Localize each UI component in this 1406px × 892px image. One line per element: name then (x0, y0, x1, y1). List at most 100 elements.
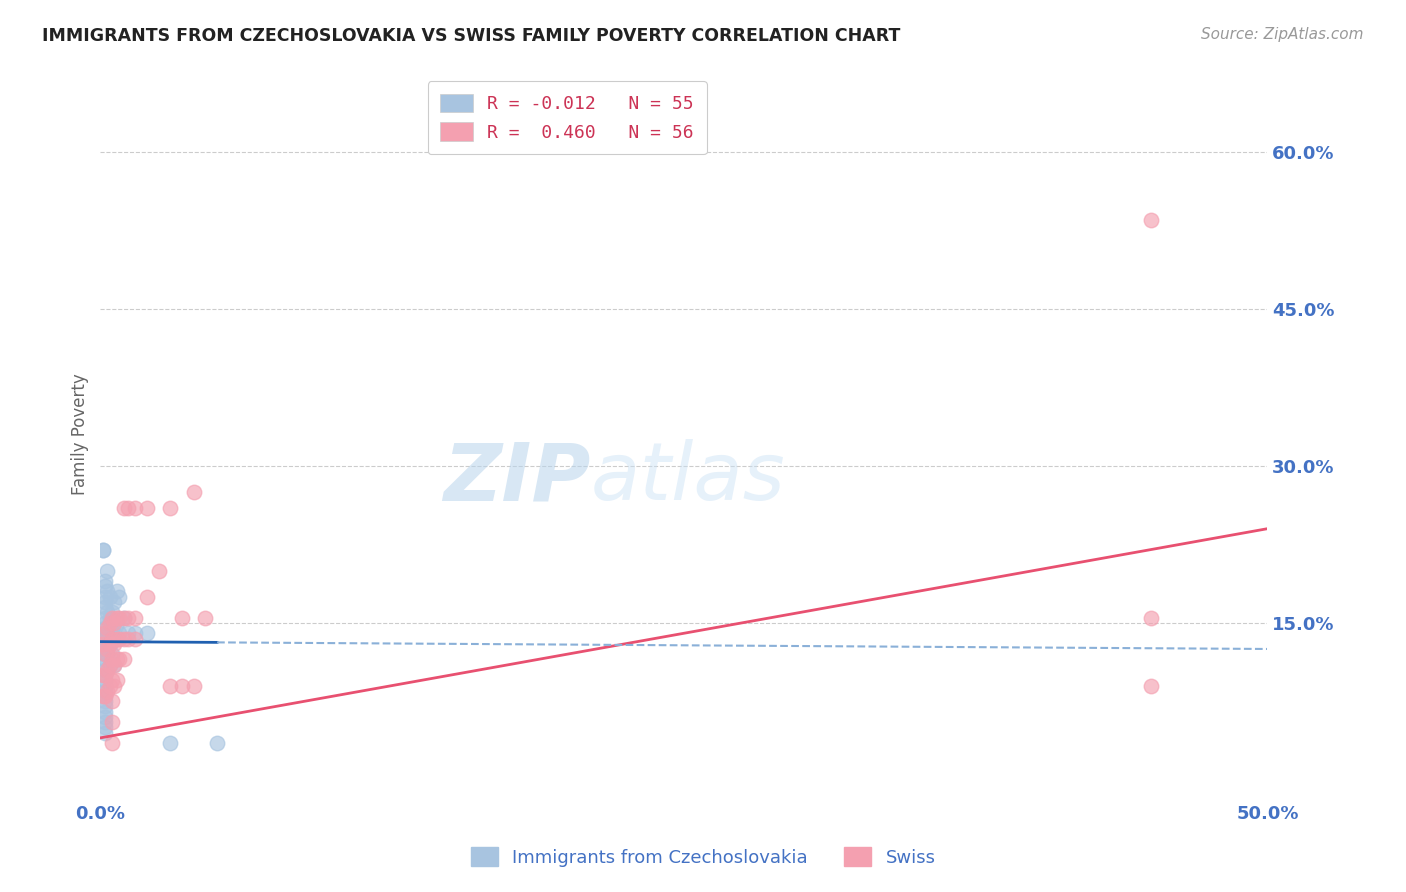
Point (103, 595, 125, 609)
Point (103, 657, 125, 672)
Point (94, 647, 117, 661)
Point (94, 725, 117, 739)
Point (101, 610, 124, 624)
Point (91, 637, 114, 651)
Point (170, 679, 193, 693)
Point (94, 689, 117, 703)
Point (159, 500, 181, 515)
Point (98, 590, 121, 604)
Point (94, 652, 117, 666)
Point (98, 657, 121, 672)
Point (96, 642, 118, 657)
Point (98, 679, 121, 693)
Point (1139, 679, 1161, 693)
Point (108, 652, 131, 666)
Point (94, 626, 117, 640)
Point (96, 626, 118, 640)
Point (94, 615, 117, 630)
Point (101, 606, 124, 620)
Point (94, 673, 117, 688)
Point (94, 632, 117, 646)
Point (91, 668, 114, 682)
Point (98, 615, 121, 630)
Point (101, 632, 124, 646)
Point (94, 621, 117, 635)
Point (105, 632, 128, 646)
Point (112, 610, 135, 624)
Point (94, 720, 117, 734)
Point (117, 610, 139, 624)
Point (1139, 213, 1161, 227)
Point (159, 679, 181, 693)
Point (94, 626, 117, 640)
Point (117, 626, 139, 640)
Point (101, 652, 124, 666)
Point (96, 647, 118, 661)
Point (94, 705, 117, 719)
Point (124, 632, 146, 646)
Point (96, 683, 118, 698)
Point (94, 699, 117, 714)
Point (105, 652, 128, 666)
Point (94, 579, 117, 593)
Point (124, 610, 146, 624)
Point (101, 626, 124, 640)
Point (94, 637, 117, 651)
Text: IMMIGRANTS FROM CZECHOSLOVAKIA VS SWISS FAMILY POVERTY CORRELATION CHART: IMMIGRANTS FROM CZECHOSLOVAKIA VS SWISS … (42, 27, 901, 45)
Y-axis label: Family Poverty: Family Poverty (72, 374, 89, 495)
Point (103, 615, 125, 630)
Point (94, 647, 117, 661)
Point (159, 736, 181, 750)
Point (112, 632, 135, 646)
Point (98, 637, 121, 651)
Point (112, 500, 135, 515)
Legend: R = -0.012   N = 55, R =  0.460   N = 56: R = -0.012 N = 55, R = 0.460 N = 56 (427, 81, 707, 154)
Point (112, 652, 135, 666)
Text: Source: ZipAtlas.com: Source: ZipAtlas.com (1201, 27, 1364, 42)
Point (117, 500, 139, 515)
Point (94, 595, 117, 609)
Point (136, 590, 159, 604)
Point (183, 679, 205, 693)
Point (105, 584, 128, 599)
Point (94, 663, 117, 677)
Point (105, 673, 128, 688)
Point (101, 715, 124, 730)
Point (108, 626, 131, 640)
Point (94, 668, 117, 682)
Point (101, 736, 124, 750)
Point (101, 647, 124, 661)
Point (91, 542, 114, 557)
Point (94, 689, 117, 703)
Point (105, 615, 128, 630)
Point (94, 683, 117, 698)
Point (124, 500, 146, 515)
Point (94, 694, 117, 708)
Legend: Immigrants from Czechoslovakia, Swiss: Immigrants from Czechoslovakia, Swiss (464, 840, 942, 874)
Point (112, 610, 135, 624)
Point (94, 610, 117, 624)
Point (91, 689, 114, 703)
Point (170, 610, 193, 624)
Point (91, 542, 114, 557)
Point (108, 632, 131, 646)
Point (94, 590, 117, 604)
Point (94, 715, 117, 730)
Point (98, 637, 121, 651)
Point (96, 584, 118, 599)
Point (94, 600, 117, 615)
Point (1139, 610, 1161, 624)
Point (94, 574, 117, 588)
Point (148, 564, 170, 578)
Point (98, 657, 121, 672)
Point (96, 606, 118, 620)
Point (103, 657, 125, 672)
Point (101, 694, 124, 708)
Text: atlas: atlas (591, 440, 786, 517)
Point (183, 485, 205, 500)
Point (103, 679, 125, 693)
Point (103, 637, 125, 651)
Point (103, 626, 125, 640)
Point (136, 500, 159, 515)
Point (194, 610, 217, 624)
